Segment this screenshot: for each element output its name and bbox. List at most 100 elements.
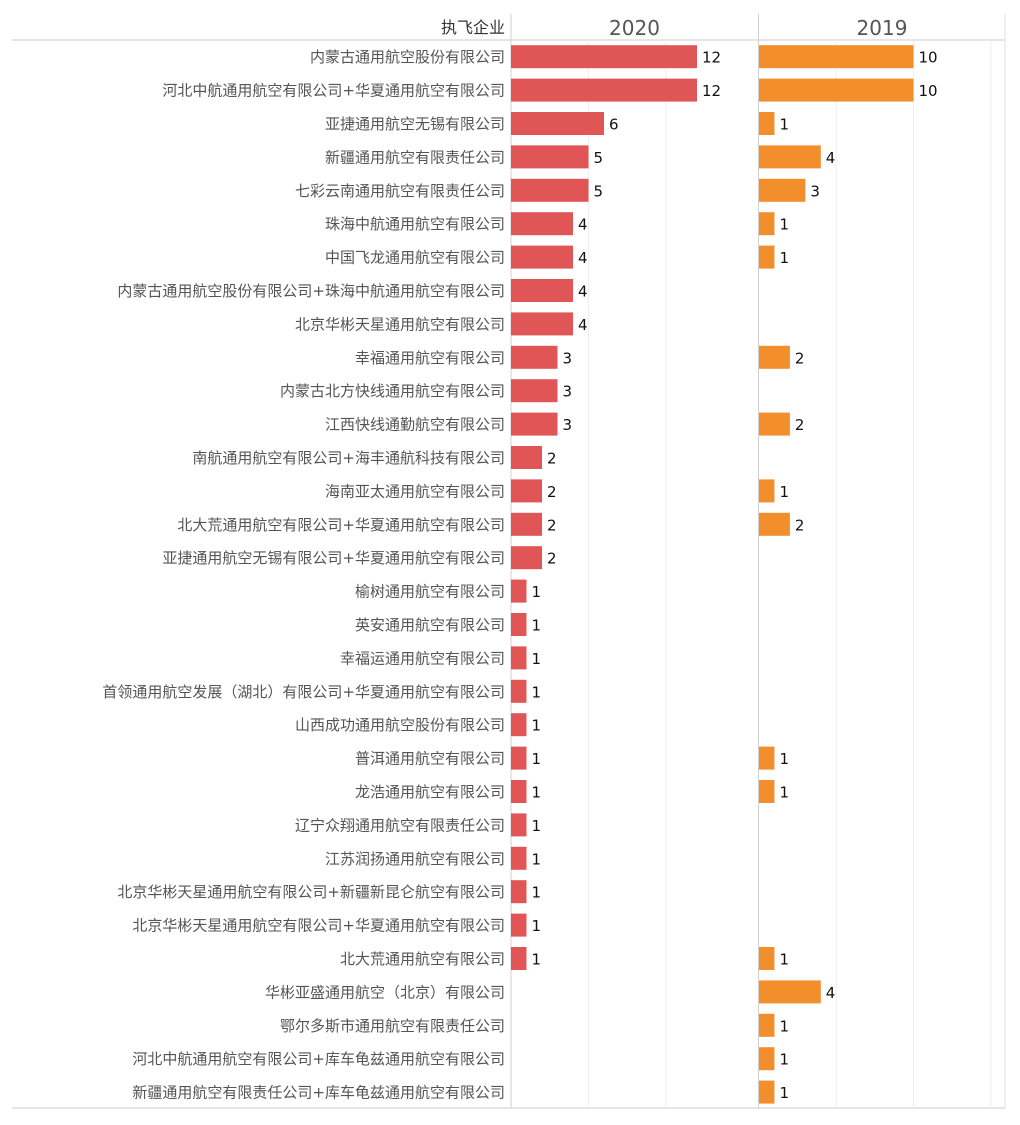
category-label: 七彩云南通用航空有限责任公司: [295, 182, 505, 200]
bar-2020: [511, 713, 527, 737]
value-label-2020: 1: [532, 717, 542, 735]
value-label-2020: 2: [547, 483, 557, 501]
value-label-2019: 2: [795, 416, 805, 434]
bar-2020: [511, 178, 589, 202]
category-label: 山西成功通用航空股份有限公司: [295, 716, 505, 734]
category-label: 河北中航通用航空有限公司+华夏通用航空有限公司: [162, 82, 505, 100]
value-label-2020: 2: [547, 450, 557, 468]
category-label: 普洱通用航空有限公司: [355, 750, 505, 768]
bar-2019: [759, 512, 790, 536]
category-label: 内蒙古通用航空股份有限公司: [310, 48, 505, 66]
value-label-2020: 3: [563, 416, 573, 434]
bar-2020: [511, 78, 697, 102]
bar-2020: [511, 546, 542, 570]
bar-2020: [511, 245, 573, 269]
bar-2020: [511, 746, 527, 770]
category-label: 海南亚太通用航空有限公司: [325, 482, 505, 500]
value-label-2019: 1: [779, 1017, 789, 1035]
bar-2020: [511, 212, 573, 236]
bar-2020: [511, 412, 558, 436]
bar-2019: [759, 45, 914, 69]
value-label-2020: 1: [532, 683, 542, 701]
value-label-2020: 4: [578, 283, 588, 301]
category-label: 龙浩通用航空有限公司: [355, 783, 505, 801]
value-label-2019: 1: [779, 483, 789, 501]
value-label-2020: 4: [578, 216, 588, 234]
category-label: 江苏润扬通用航空有限公司: [325, 850, 505, 868]
category-label: 珠海中航通用航空有限公司: [325, 215, 505, 233]
bar-2019: [759, 1013, 775, 1037]
value-label-2019: 3: [810, 182, 820, 200]
category-label: 北大荒通用航空有限公司+华夏通用航空有限公司: [177, 516, 505, 534]
bar-2020: [511, 679, 527, 703]
bar-2019: [759, 112, 775, 135]
bar-2020: [511, 345, 558, 369]
value-label-2020: 1: [532, 750, 542, 768]
bar-2020: [511, 813, 527, 837]
category-label: 北京华彬天星通用航空有限公司: [295, 315, 505, 333]
bar-2019: [759, 78, 914, 102]
value-label-2020: 1: [532, 850, 542, 868]
value-label-2020: 1: [532, 583, 542, 601]
value-label-2020: 1: [532, 817, 542, 835]
value-label-2019: 1: [779, 116, 789, 134]
bar-2020: [511, 846, 527, 870]
bar-2019: [759, 412, 790, 436]
value-label-2020: 12: [702, 49, 721, 67]
category-label: 榆树通用航空有限公司: [355, 583, 505, 601]
value-label-2019: 1: [779, 1051, 789, 1069]
category-label: 英安通用航空有限公司: [355, 616, 505, 634]
value-label-2020: 3: [563, 349, 573, 367]
value-label-2020: 1: [532, 951, 542, 969]
category-label: 辽宁众翔通用航空有限责任公司: [295, 816, 505, 834]
bar-2020: [511, 446, 542, 469]
value-label-2020: 2: [547, 550, 557, 568]
category-label: 幸福通用航空有限公司: [355, 349, 505, 367]
category-label: 内蒙古北方快线通用航空有限公司: [280, 382, 505, 400]
bar-2019: [759, 746, 775, 770]
value-label-2019: 4: [826, 149, 836, 167]
value-label-2020: 1: [532, 884, 542, 902]
bar-2019: [759, 1047, 775, 1071]
category-label: 华彬亚盛通用航空（北京）有限公司: [265, 983, 505, 1001]
category-label: 河北中航通用航空有限公司+库车龟兹通用航空有限公司: [132, 1050, 505, 1068]
value-label-2020: 5: [594, 149, 604, 167]
category-label: 亚捷通用航空无锡有限公司: [325, 115, 505, 133]
value-label-2020: 1: [532, 784, 542, 802]
bar-2019: [759, 780, 775, 803]
bar-2020: [511, 780, 527, 803]
value-label-2019: 2: [795, 349, 805, 367]
bar-2020: [511, 579, 527, 603]
value-label-2019: 1: [779, 1084, 789, 1102]
bar-2019: [759, 178, 806, 202]
value-label-2020: 4: [578, 316, 588, 334]
value-label-2019: 10: [919, 82, 938, 100]
value-label-2020: 1: [532, 650, 542, 668]
value-label-2020: 12: [702, 82, 721, 100]
value-label-2019: 1: [779, 249, 789, 267]
category-label: 幸福运通用航空有限公司: [340, 649, 505, 667]
row-header-title: 执飞企业: [441, 18, 505, 37]
bar-2019: [759, 212, 775, 236]
bar-2020: [511, 312, 573, 336]
value-label-2019: 1: [779, 216, 789, 234]
bar-2020: [511, 45, 697, 69]
value-label-2019: 1: [779, 750, 789, 768]
category-label: 鄂尔多斯市通用航空有限责任公司: [280, 1017, 505, 1035]
value-label-2020: 6: [609, 116, 619, 134]
bar-2020: [511, 947, 527, 970]
bar-2019: [759, 980, 821, 1004]
value-label-2019: 2: [795, 516, 805, 534]
value-label-2020: 3: [563, 383, 573, 401]
category-label: 中国飞龙通用航空有限公司: [325, 249, 505, 267]
panel-title-2020: 2020: [609, 16, 660, 40]
grid-layer: [12, 14, 1006, 1109]
value-label-2020: 4: [578, 249, 588, 267]
value-label-2020: 2: [547, 516, 557, 534]
category-label: 亚捷通用航空无锡有限公司+华夏通用航空有限公司: [162, 549, 505, 567]
bar-2019: [759, 245, 775, 269]
value-label-2020: 1: [532, 917, 542, 935]
bar-2020: [511, 880, 527, 904]
